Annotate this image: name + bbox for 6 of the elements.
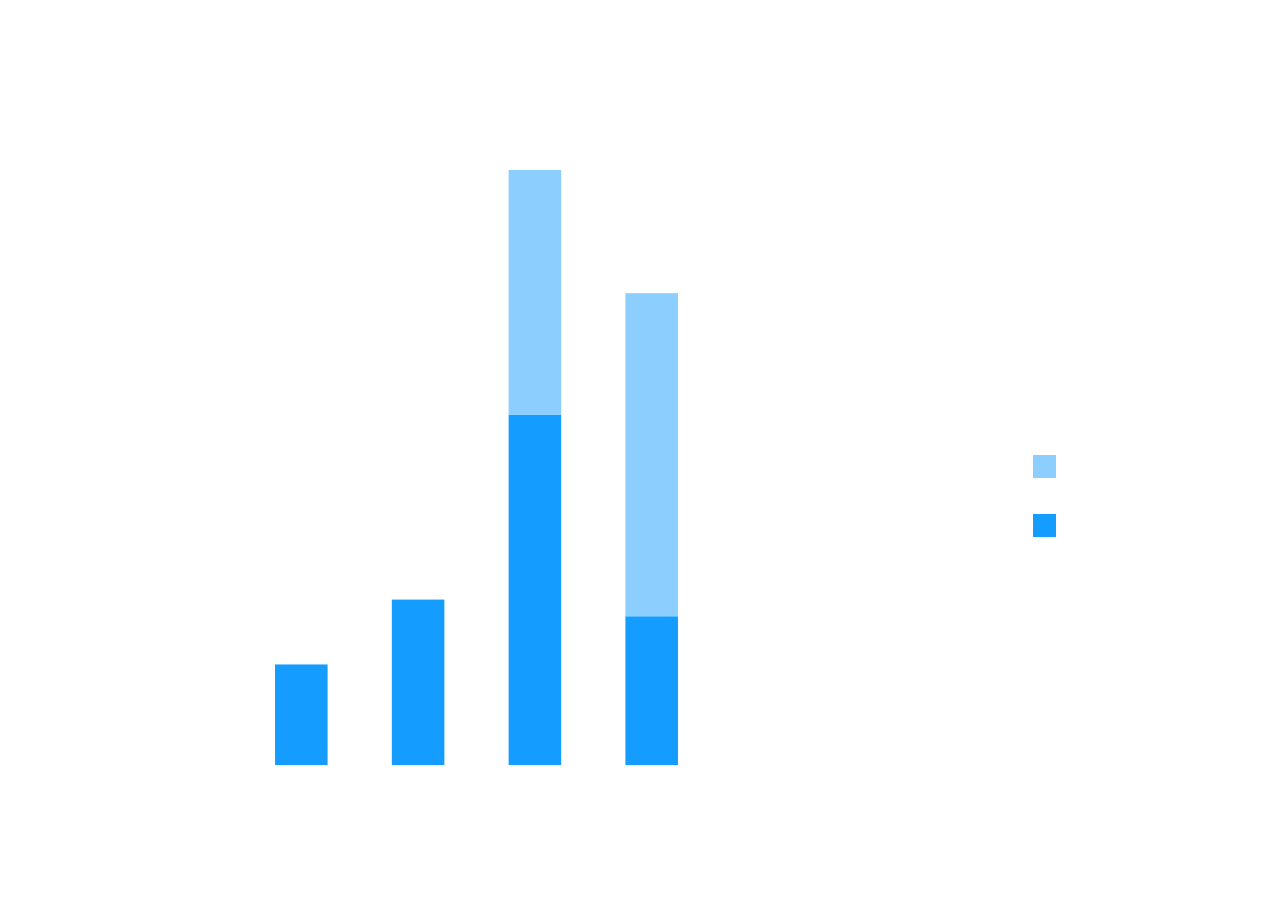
bar bbox=[625, 293, 678, 617]
bar bbox=[508, 170, 562, 415]
bar bbox=[275, 664, 328, 765]
bar bbox=[625, 616, 678, 765]
bar bbox=[508, 414, 562, 765]
bar bbox=[391, 599, 445, 765]
